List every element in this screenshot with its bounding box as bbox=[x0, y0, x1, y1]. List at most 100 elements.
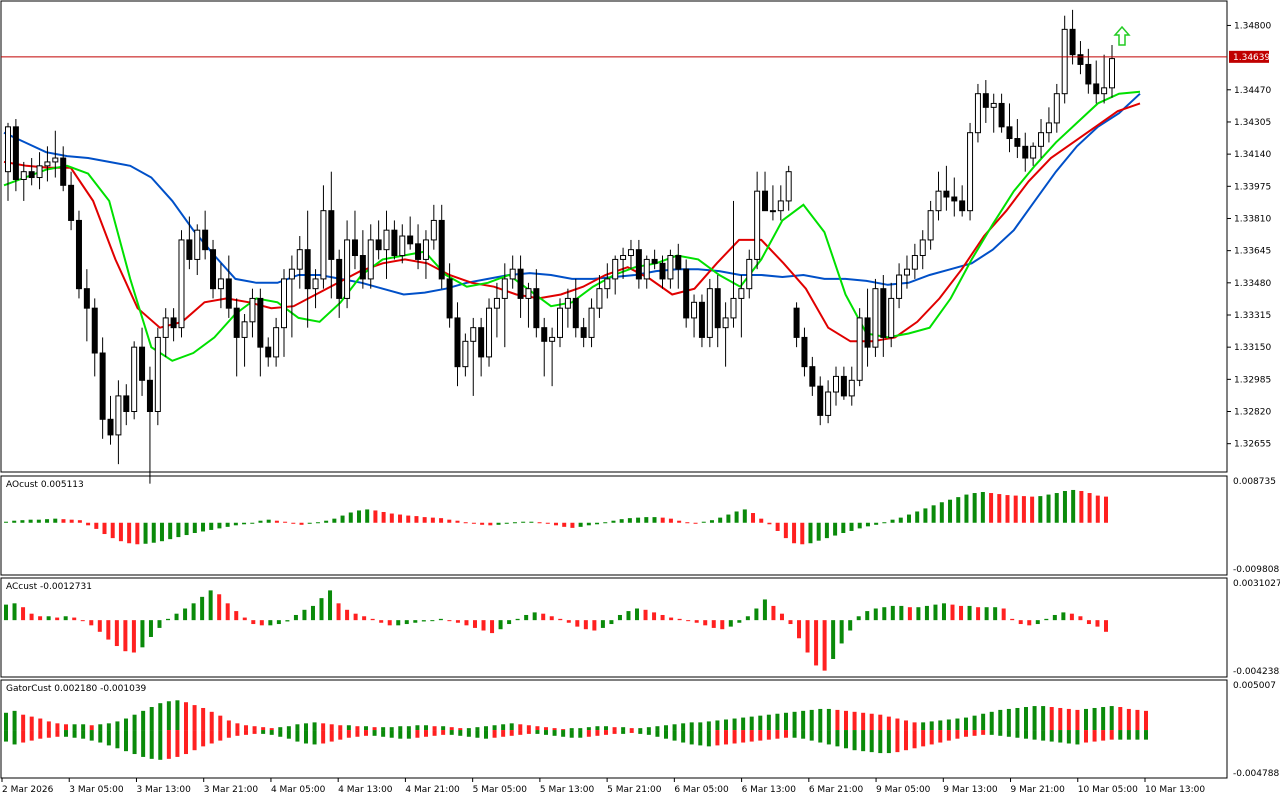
candle[interactable] bbox=[1014, 119, 1021, 159]
candle[interactable] bbox=[762, 171, 769, 212]
candle[interactable] bbox=[20, 161, 27, 201]
candle[interactable] bbox=[438, 204, 445, 289]
candle[interactable] bbox=[683, 259, 690, 328]
candle[interactable] bbox=[178, 230, 185, 338]
candle[interactable] bbox=[880, 275, 887, 357]
candle[interactable] bbox=[817, 376, 824, 426]
candle[interactable] bbox=[470, 317, 477, 396]
candle[interactable] bbox=[651, 249, 658, 270]
candle[interactable] bbox=[233, 298, 240, 377]
candle[interactable] bbox=[572, 278, 579, 338]
candle[interactable] bbox=[407, 216, 414, 250]
candle[interactable] bbox=[312, 269, 319, 309]
candle[interactable] bbox=[123, 384, 130, 426]
candle[interactable] bbox=[146, 366, 153, 484]
candle[interactable] bbox=[872, 278, 879, 357]
candle[interactable] bbox=[486, 298, 493, 367]
candle[interactable] bbox=[825, 380, 832, 424]
candle[interactable] bbox=[44, 146, 51, 182]
candle[interactable] bbox=[659, 255, 666, 289]
candle[interactable] bbox=[1022, 132, 1029, 172]
candle[interactable] bbox=[36, 152, 43, 190]
candle[interactable] bbox=[12, 119, 19, 192]
candle[interactable] bbox=[68, 171, 75, 231]
candle[interactable] bbox=[1069, 9, 1076, 65]
candle[interactable] bbox=[722, 302, 729, 367]
candle[interactable] bbox=[1053, 83, 1060, 133]
candle[interactable] bbox=[706, 278, 713, 348]
candle[interactable] bbox=[501, 263, 508, 348]
candle[interactable] bbox=[604, 263, 611, 299]
candle[interactable] bbox=[888, 282, 895, 348]
candle[interactable] bbox=[344, 220, 351, 309]
candle[interactable] bbox=[785, 165, 792, 211]
candle[interactable] bbox=[202, 210, 209, 260]
candle[interactable] bbox=[320, 185, 327, 289]
ac-panel[interactable] bbox=[0, 577, 1228, 678]
candle[interactable] bbox=[1006, 103, 1013, 153]
candle[interactable] bbox=[225, 255, 232, 318]
candle[interactable] bbox=[667, 249, 674, 289]
candle[interactable] bbox=[675, 243, 682, 289]
candle[interactable] bbox=[1030, 142, 1037, 166]
candle[interactable] bbox=[643, 255, 650, 289]
candle[interactable] bbox=[217, 263, 224, 309]
candle[interactable] bbox=[296, 236, 303, 289]
candle[interactable] bbox=[564, 288, 571, 328]
candle[interactable] bbox=[194, 224, 201, 276]
candle[interactable] bbox=[186, 216, 193, 270]
candle[interactable] bbox=[359, 230, 366, 289]
candle[interactable] bbox=[399, 224, 406, 264]
candle[interactable] bbox=[1101, 54, 1108, 104]
candle[interactable] bbox=[738, 275, 745, 338]
candle[interactable] bbox=[714, 275, 721, 348]
candle[interactable] bbox=[525, 282, 532, 328]
candle[interactable] bbox=[257, 288, 264, 377]
candle[interactable] bbox=[982, 80, 989, 123]
candle[interactable] bbox=[154, 327, 161, 426]
candle[interactable] bbox=[162, 308, 169, 357]
candle[interactable] bbox=[430, 204, 437, 250]
candle[interactable] bbox=[793, 302, 800, 348]
candle[interactable] bbox=[249, 288, 256, 338]
candle[interactable] bbox=[1085, 48, 1092, 94]
candle[interactable] bbox=[541, 317, 548, 377]
candle[interactable] bbox=[1061, 15, 1068, 104]
candle[interactable] bbox=[375, 220, 382, 260]
candle[interactable] bbox=[75, 210, 82, 299]
candle[interactable] bbox=[903, 255, 910, 289]
candle[interactable] bbox=[612, 255, 619, 295]
candle[interactable] bbox=[1077, 41, 1084, 75]
candle[interactable] bbox=[517, 255, 524, 318]
candle[interactable] bbox=[896, 263, 903, 309]
candle[interactable] bbox=[580, 317, 587, 348]
candle[interactable] bbox=[210, 239, 217, 299]
candle[interactable] bbox=[52, 130, 59, 178]
candle[interactable] bbox=[911, 243, 918, 279]
candle[interactable] bbox=[351, 210, 358, 270]
candle[interactable] bbox=[809, 356, 816, 396]
candle[interactable] bbox=[840, 366, 847, 400]
candle[interactable] bbox=[383, 210, 390, 279]
candle[interactable] bbox=[265, 337, 272, 367]
candle[interactable] bbox=[273, 317, 280, 367]
candle[interactable] bbox=[856, 308, 863, 387]
candle[interactable] bbox=[115, 380, 122, 465]
candle[interactable] bbox=[241, 314, 248, 367]
candle[interactable] bbox=[620, 247, 627, 279]
candle[interactable] bbox=[848, 366, 855, 406]
candle[interactable] bbox=[927, 200, 934, 250]
candle[interactable] bbox=[746, 249, 753, 299]
candle[interactable] bbox=[107, 395, 114, 445]
candle[interactable] bbox=[635, 239, 642, 289]
candle[interactable] bbox=[454, 302, 461, 387]
candle[interactable] bbox=[336, 249, 343, 318]
candle[interactable] bbox=[588, 298, 595, 348]
candle[interactable] bbox=[60, 146, 67, 192]
candle[interactable] bbox=[801, 327, 808, 377]
candle[interactable] bbox=[935, 171, 942, 221]
candle[interactable] bbox=[864, 288, 871, 367]
candle[interactable] bbox=[754, 171, 761, 270]
candle[interactable] bbox=[1045, 107, 1052, 143]
candle[interactable] bbox=[691, 294, 698, 338]
